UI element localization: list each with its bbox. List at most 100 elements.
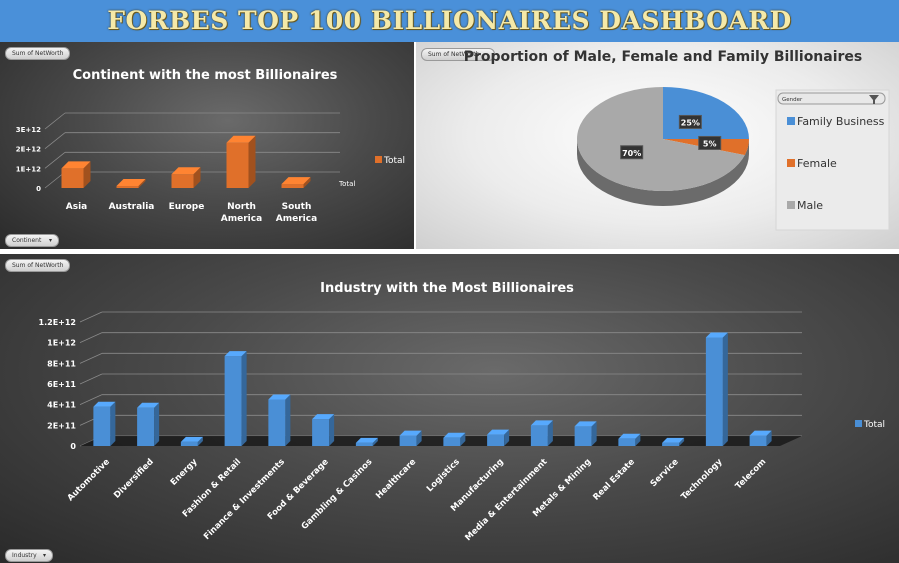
- continent-bar[interactable]: [226, 135, 256, 188]
- industry-bar[interactable]: [355, 437, 378, 446]
- gender-chart: Proportion of Male, Female and Family Bi…: [464, 49, 890, 231]
- continent-legend-swatch: [375, 156, 382, 163]
- gridline-side: [79, 394, 103, 406]
- svg-text:25%: 25%: [681, 118, 700, 127]
- axis-end-label: Total: [338, 180, 355, 188]
- industry-bar[interactable]: [705, 332, 728, 447]
- industry-bar[interactable]: [618, 433, 641, 446]
- y-tick-label: 1.2E+12: [39, 318, 76, 327]
- continent-chart-panel: Sum of NetWorth Continent with the most …: [0, 42, 414, 249]
- industry-bar[interactable]: [224, 351, 247, 446]
- category-label: Technology: [679, 457, 724, 502]
- svg-text:70%: 70%: [622, 149, 641, 158]
- category-label: Finance & Investments: [202, 457, 287, 542]
- gridline-side: [79, 311, 103, 323]
- industry-bar[interactable]: [530, 420, 553, 446]
- category-label: Media & Entertainment: [463, 457, 549, 543]
- category-label: Service: [649, 457, 681, 489]
- industry-legend-swatch: [855, 420, 862, 427]
- pie-data-label: 70%: [620, 145, 644, 160]
- industry-field-button[interactable]: Sum of NetWorth: [5, 259, 71, 272]
- gridline-side: [79, 352, 103, 364]
- continent-bar[interactable]: [281, 177, 311, 188]
- industry-bar[interactable]: [93, 401, 116, 446]
- y-tick-label: 4E+11: [47, 401, 76, 410]
- continent-filter-label: Continent: [12, 237, 42, 244]
- pie-legend-swatch: [787, 201, 795, 209]
- industry-bar[interactable]: [749, 430, 772, 446]
- industry-bar[interactable]: [574, 421, 597, 446]
- category-label: North: [227, 202, 256, 212]
- category-label: Gambling & Casinos: [300, 457, 375, 532]
- y-tick-label: 1E+12: [47, 339, 76, 348]
- gridline-side: [79, 332, 103, 344]
- category-label: Healthcare: [374, 457, 418, 501]
- category-label: Asia: [66, 202, 87, 212]
- continent-field-button[interactable]: Sum of NetWorth: [5, 47, 71, 60]
- pie-legend-swatch: [787, 117, 795, 125]
- category-label: South: [282, 202, 312, 212]
- chevron-down-icon: ▾: [48, 237, 52, 244]
- y-tick-label: 6E+11: [47, 380, 76, 389]
- gridline-side: [79, 373, 103, 385]
- pie-legend-label: Male: [797, 199, 823, 212]
- continent-bar[interactable]: [116, 179, 146, 188]
- industry-chart-panel: Sum of NetWorth Industry with the Most B…: [0, 254, 899, 563]
- category-label: America: [221, 214, 262, 224]
- category-label: Automotive: [66, 457, 112, 503]
- pie-legend-label: Female: [797, 157, 837, 170]
- continent-legend-label: Total: [383, 156, 405, 166]
- continent-chart-title: Continent with the most Billionaires: [73, 68, 338, 83]
- gender-chart-title: Proportion of Male, Female and Family Bi…: [464, 49, 863, 65]
- gender-chart-panel: Sum of NetWorth Proportion of Male, Fema…: [416, 42, 899, 249]
- continent-chart: Continent with the most Billionaires 0 1E…: [16, 68, 405, 224]
- gender-slicer-title: Gender: [782, 97, 803, 103]
- y-tick-label: 0: [36, 185, 41, 193]
- industry-bar[interactable]: [268, 394, 291, 447]
- pie-data-label: 25%: [678, 114, 702, 129]
- industry-bar[interactable]: [487, 429, 510, 446]
- industry-chart-title: Industry with the Most Billionaires: [320, 281, 574, 296]
- y-tick-label: 1E+12: [16, 165, 41, 173]
- category-label: Europe: [169, 202, 205, 212]
- pie-slice[interactable]: [577, 87, 745, 191]
- industry-filter-label: Industry: [12, 552, 37, 559]
- industry-legend-label: Total: [863, 420, 885, 430]
- industry-bar[interactable]: [662, 437, 685, 446]
- industry-bar[interactable]: [443, 432, 466, 446]
- pie-side: [577, 139, 749, 206]
- y-tick-label: 0: [70, 442, 76, 451]
- y-tick-label: 8E+11: [47, 359, 76, 368]
- svg-text:5%: 5%: [703, 139, 717, 148]
- continent-bar[interactable]: [61, 161, 91, 188]
- industry-bar[interactable]: [137, 402, 160, 446]
- y-tick-label: 2E+11: [47, 421, 76, 430]
- industry-bar[interactable]: [399, 430, 422, 446]
- gridline-side: [44, 152, 66, 169]
- category-label: Logistics: [425, 457, 462, 494]
- pie-legend-swatch: [787, 159, 795, 167]
- chevron-down-icon: ▾: [42, 552, 46, 559]
- industry-bar[interactable]: [180, 436, 203, 446]
- continent-filter-button[interactable]: Continent ▾: [5, 234, 59, 247]
- category-label: Energy: [169, 457, 200, 488]
- gender-field-button[interactable]: Sum of NetWorth: [421, 48, 495, 61]
- category-label: Telecom: [734, 457, 769, 492]
- industry-bar[interactable]: [312, 414, 335, 446]
- y-tick-label: 2E+12: [16, 146, 41, 154]
- category-label: Real Estate: [591, 457, 637, 503]
- y-tick-label: 3E+12: [16, 126, 41, 134]
- pie-legend-label: Family Business: [797, 115, 885, 128]
- category-label: America: [276, 214, 317, 224]
- industry-filter-button[interactable]: Industry ▾: [5, 549, 53, 562]
- category-label: Diversified: [112, 457, 156, 501]
- filter-icon[interactable]: [869, 95, 879, 104]
- gridline-side: [44, 132, 66, 149]
- pie-data-label: 5%: [698, 135, 722, 150]
- continent-bar[interactable]: [171, 167, 201, 188]
- industry-chart: Industry with the Most Billionaires 0 2E+…: [39, 281, 886, 543]
- category-label: Australia: [109, 202, 155, 212]
- gridline-side: [44, 112, 66, 130]
- pie-slice[interactable]: [663, 87, 749, 139]
- gender-slicer-header[interactable]: [777, 92, 886, 105]
